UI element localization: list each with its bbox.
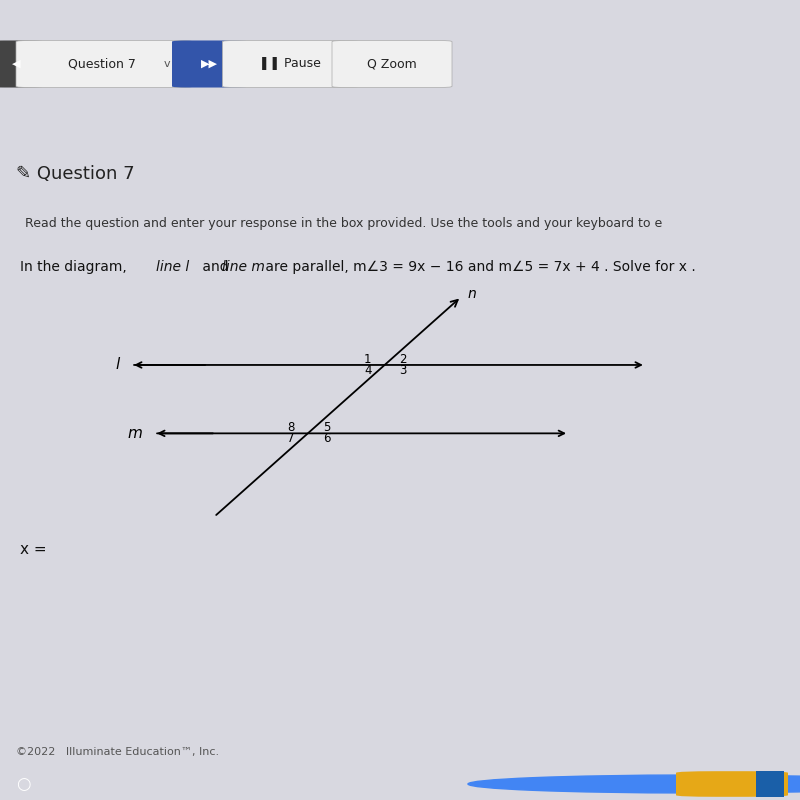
Text: ❚❚ Pause: ❚❚ Pause [259, 58, 322, 70]
Text: 1: 1 [364, 353, 371, 366]
Text: 8: 8 [287, 422, 294, 434]
Text: ▶▶: ▶▶ [201, 59, 218, 69]
Text: line m: line m [222, 261, 266, 274]
FancyBboxPatch shape [172, 41, 248, 87]
Text: Read the question and enter your response in the box provided. Use the tools and: Read the question and enter your respons… [26, 217, 662, 230]
Text: 5: 5 [322, 422, 330, 434]
Text: 3: 3 [399, 364, 407, 377]
Text: 4: 4 [364, 364, 371, 377]
Text: x =: x = [20, 542, 46, 557]
Text: ○: ○ [16, 775, 30, 793]
FancyBboxPatch shape [676, 771, 788, 797]
FancyBboxPatch shape [222, 41, 358, 87]
FancyBboxPatch shape [0, 41, 44, 87]
Text: Question 7: Question 7 [68, 58, 136, 70]
Text: and: and [198, 261, 233, 274]
Text: are parallel, m∠3 = 9x − 16 and m∠5 = 7x + 4 . Solve for x .: are parallel, m∠3 = 9x − 16 and m∠5 = 7x… [261, 261, 695, 274]
Text: 6: 6 [322, 432, 330, 446]
Text: n: n [467, 287, 476, 302]
Text: 2: 2 [399, 353, 407, 366]
Text: 7: 7 [287, 432, 294, 446]
FancyBboxPatch shape [332, 41, 452, 87]
Text: line l: line l [156, 261, 190, 274]
FancyBboxPatch shape [16, 41, 192, 87]
Text: v: v [164, 59, 170, 69]
Text: ✎ Question 7: ✎ Question 7 [16, 165, 134, 183]
Bar [756, 771, 784, 797]
Text: m: m [128, 426, 142, 441]
Text: Q Zoom: Q Zoom [367, 58, 417, 70]
Text: In the diagram,: In the diagram, [20, 261, 135, 274]
Circle shape [468, 775, 800, 793]
Text: l: l [115, 358, 120, 373]
Text: ©2022   Illuminate Education™, Inc.: ©2022 Illuminate Education™, Inc. [16, 747, 219, 757]
Text: ◀: ◀ [12, 59, 20, 69]
